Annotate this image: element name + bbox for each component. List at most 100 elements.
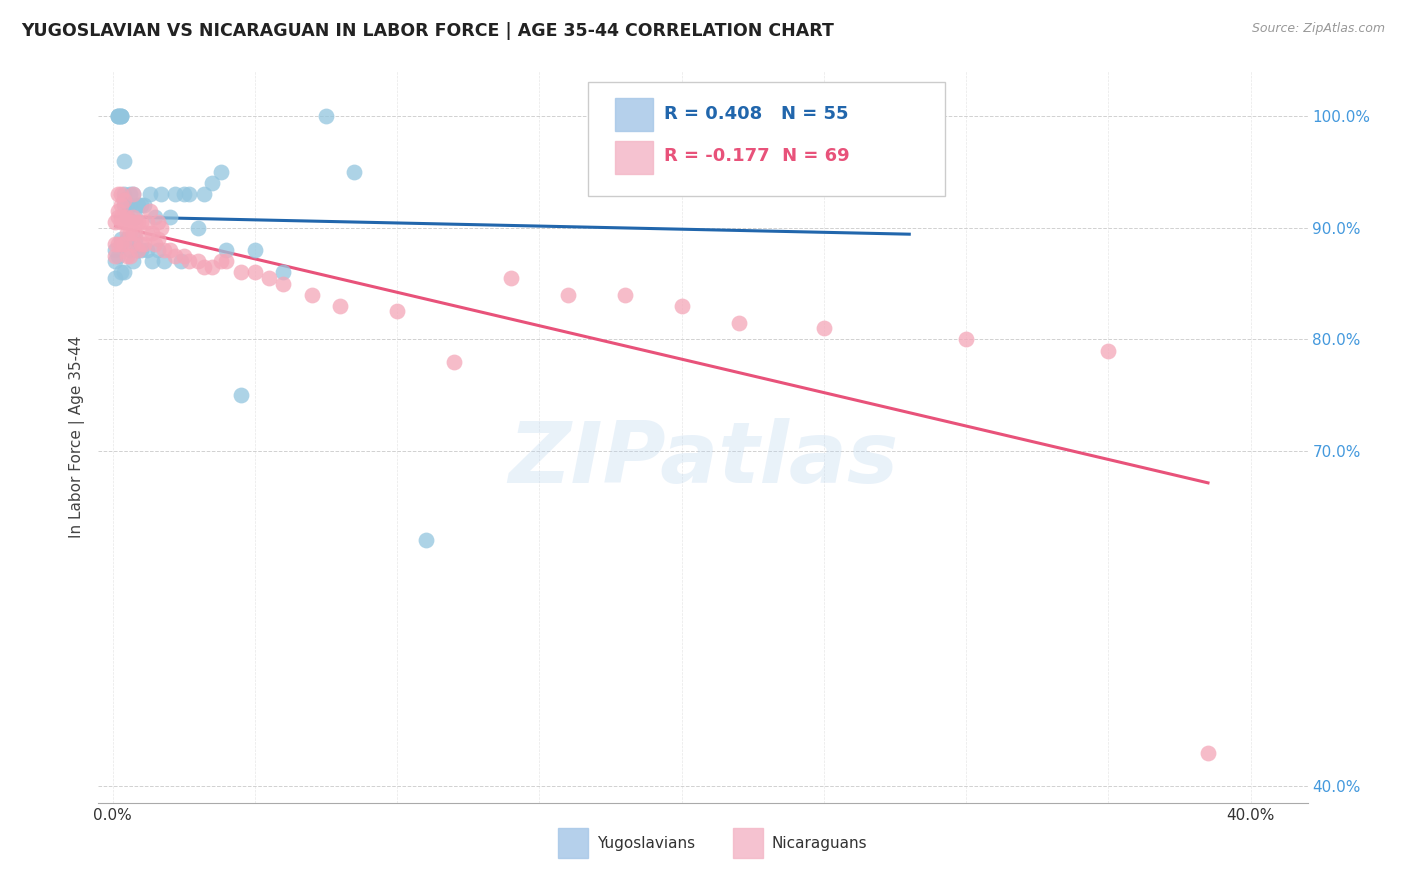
Point	[146, 232, 169, 246]
Point	[127, 243, 149, 257]
Point	[557, 287, 579, 301]
Point	[121, 187, 143, 202]
Point	[104, 215, 127, 229]
Point	[165, 249, 187, 263]
Point	[159, 243, 181, 257]
Point	[104, 249, 127, 263]
Point	[898, 109, 921, 123]
Point	[135, 243, 157, 257]
Point	[118, 249, 141, 263]
Point	[104, 237, 127, 252]
Text: Source: ZipAtlas.com: Source: ZipAtlas.com	[1251, 22, 1385, 36]
Point	[153, 243, 176, 257]
Point	[118, 227, 141, 241]
Point	[112, 193, 135, 207]
Point	[115, 210, 138, 224]
Point	[671, 299, 693, 313]
Point	[110, 265, 132, 279]
Point	[141, 254, 163, 268]
Point	[127, 198, 149, 212]
Point	[193, 260, 215, 274]
Point	[315, 109, 337, 123]
Point	[229, 388, 252, 402]
Point	[209, 254, 232, 268]
Bar	[614, 141, 654, 174]
Point	[121, 254, 143, 268]
Point	[121, 237, 143, 252]
Point	[107, 203, 129, 218]
Point	[385, 304, 408, 318]
Point	[143, 237, 166, 252]
Point	[110, 210, 132, 224]
Point	[173, 249, 195, 263]
Point	[107, 187, 129, 202]
Point	[201, 260, 224, 274]
Point	[124, 227, 146, 241]
Point	[107, 109, 129, 123]
Point	[110, 187, 132, 202]
Point	[179, 187, 201, 202]
Point	[121, 187, 143, 202]
Point	[112, 187, 135, 202]
Point	[159, 210, 181, 224]
FancyBboxPatch shape	[588, 82, 945, 195]
Point	[243, 243, 266, 257]
Point	[110, 232, 132, 246]
Point	[301, 287, 323, 301]
Point	[193, 187, 215, 202]
Point	[104, 271, 127, 285]
Point	[215, 243, 238, 257]
Point	[118, 187, 141, 202]
Point	[110, 109, 132, 123]
Point	[124, 215, 146, 229]
Text: ZIPatlas: ZIPatlas	[508, 417, 898, 500]
Point	[955, 332, 977, 346]
Point	[173, 187, 195, 202]
Point	[329, 299, 352, 313]
Point	[813, 321, 835, 335]
Point	[153, 254, 176, 268]
Point	[132, 198, 155, 212]
Point	[115, 210, 138, 224]
Point	[146, 215, 169, 229]
Point	[104, 243, 127, 257]
Point	[229, 265, 252, 279]
Text: Nicaraguans: Nicaraguans	[772, 836, 868, 851]
Point	[415, 533, 437, 548]
Point	[107, 249, 129, 263]
Bar	[614, 98, 654, 131]
Point	[115, 198, 138, 212]
Point	[132, 237, 155, 252]
Point	[150, 187, 173, 202]
Point	[110, 109, 132, 123]
Point	[129, 215, 152, 229]
Point	[129, 198, 152, 212]
Point	[150, 220, 173, 235]
Point	[243, 265, 266, 279]
Point	[112, 265, 135, 279]
Point	[110, 215, 132, 229]
Point	[110, 109, 132, 123]
Point	[443, 354, 465, 368]
Point	[107, 109, 129, 123]
Point	[209, 165, 232, 179]
Point	[135, 215, 157, 229]
Point	[107, 210, 129, 224]
Point	[613, 287, 636, 301]
Point	[110, 237, 132, 252]
Point	[257, 271, 280, 285]
Point	[112, 215, 135, 229]
Point	[127, 243, 149, 257]
Point	[124, 232, 146, 246]
Point	[124, 210, 146, 224]
Point	[115, 215, 138, 229]
Point	[104, 254, 127, 268]
Point	[107, 109, 129, 123]
Point	[127, 215, 149, 229]
Point	[143, 210, 166, 224]
Point	[107, 237, 129, 252]
Point	[129, 237, 152, 252]
Y-axis label: In Labor Force | Age 35-44: In Labor Force | Age 35-44	[69, 336, 84, 538]
Point	[146, 243, 169, 257]
Point	[112, 210, 135, 224]
